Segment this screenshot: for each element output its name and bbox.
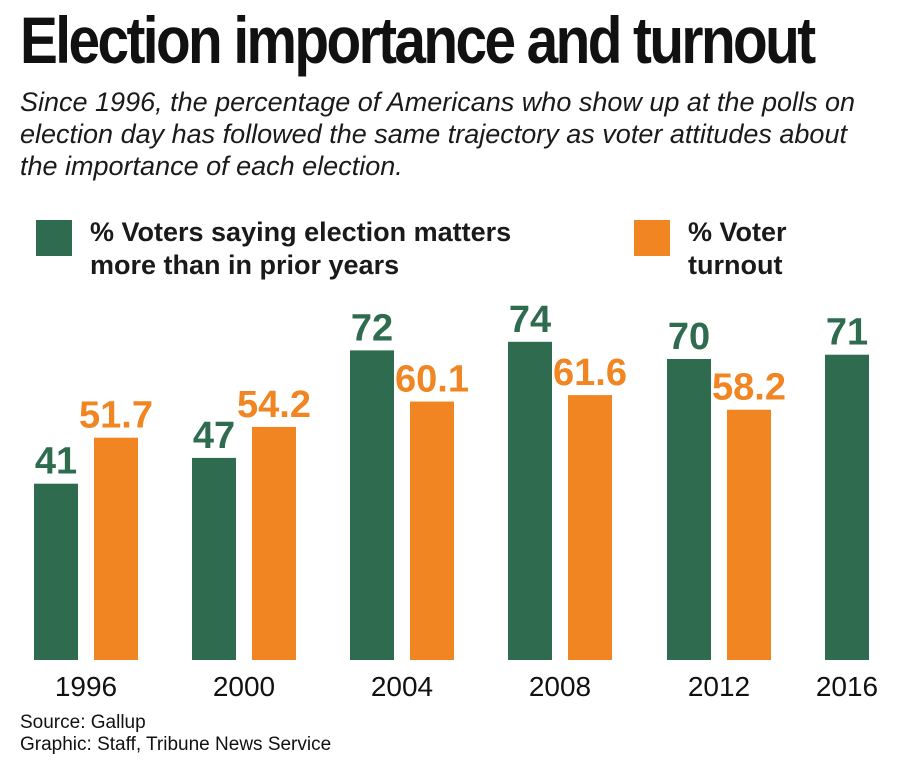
bar-turnout-2004 — [410, 401, 454, 660]
data-label-importance-2012: 70 — [668, 316, 710, 358]
x-tick-label-2016: 2016 — [816, 671, 878, 702]
data-label-turnout-2000: 54.2 — [237, 384, 311, 426]
data-label-turnout-2012: 58.2 — [712, 367, 786, 409]
chart-subtitle: Since 1996, the percentage of Americans … — [20, 87, 856, 181]
bar-turnout-2012 — [727, 409, 771, 660]
bar-importance-2016 — [825, 354, 869, 660]
legend-label-turnout: % Voter turnout — [688, 217, 787, 280]
bar-importance-2004 — [350, 350, 394, 660]
legend-item-turnout: % Voter turnout — [634, 216, 874, 282]
data-label-importance-2004: 72 — [351, 307, 393, 349]
legend-swatch-importance — [36, 220, 72, 256]
data-label-importance-1996: 41 — [35, 441, 77, 483]
credit-note: Graphic: Staff, Tribune News Service — [20, 734, 332, 755]
x-tick-label-1996: 1996 — [55, 671, 117, 702]
bar-importance-2012 — [667, 359, 711, 660]
bar-turnout-2008 — [568, 395, 612, 660]
data-label-turnout-2008: 61.6 — [553, 352, 627, 394]
legend-label-importance: % Voters saying election matters more th… — [90, 217, 512, 280]
legend-swatch-turnout — [634, 220, 670, 256]
legend-item-importance: % Voters saying election matters more th… — [36, 216, 556, 282]
data-label-turnout-2004: 60.1 — [395, 359, 469, 401]
source-note: Source: Gallup — [20, 712, 146, 733]
data-label-importance-2016: 71 — [826, 312, 868, 354]
x-tick-label-2000: 2000 — [213, 671, 275, 702]
bar-group-2016: 71 2016 — [816, 312, 878, 702]
x-tick-label-2008: 2008 — [529, 671, 591, 702]
bar-turnout-2000 — [252, 426, 296, 660]
x-tick-label-2012: 2012 — [688, 671, 750, 702]
bar-importance-2008 — [508, 341, 552, 660]
data-label-importance-2008: 74 — [509, 299, 551, 341]
bar-importance-1996 — [34, 483, 78, 660]
bar-turnout-1996 — [94, 437, 138, 660]
x-tick-label-2004: 2004 — [371, 671, 433, 702]
chart-title: Election importance and turnout — [20, 3, 816, 77]
bar-importance-2000 — [192, 457, 236, 660]
data-label-turnout-1996: 51.7 — [79, 395, 153, 437]
data-label-importance-2000: 47 — [193, 415, 235, 457]
